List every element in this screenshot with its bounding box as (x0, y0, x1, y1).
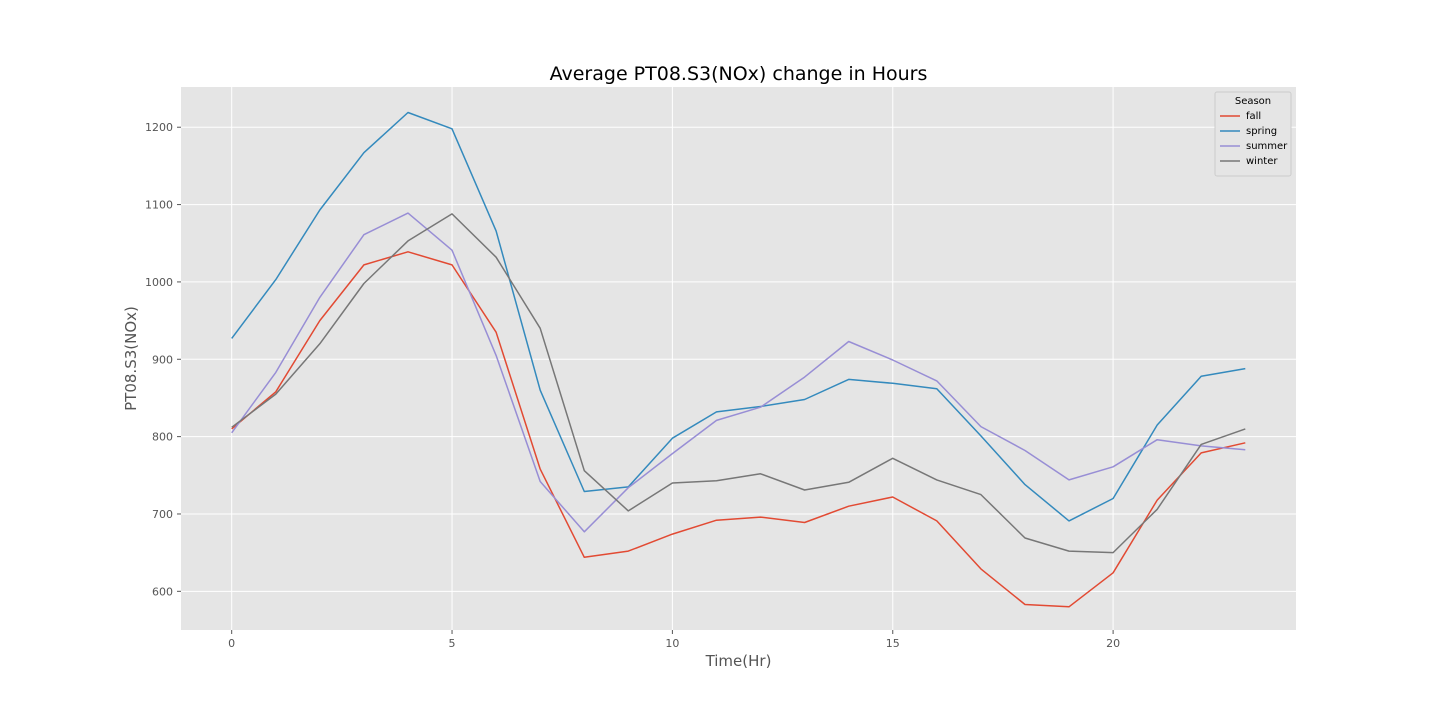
y-tick-label: 1000 (145, 276, 173, 289)
legend-title: Season (1235, 96, 1271, 107)
legend-label-fall: fall (1246, 111, 1261, 122)
series-line-winter (231, 213, 1246, 554)
x-tick-label: 20 (1106, 637, 1120, 650)
legend-label-summer: summer (1246, 141, 1288, 152)
series-line-summer (231, 212, 1246, 533)
y-tick-label: 600 (152, 585, 173, 598)
y-tick-label: 1100 (145, 199, 173, 212)
series-line-fall (231, 251, 1246, 608)
x-tick-label: 10 (665, 637, 679, 650)
series-line-spring (231, 111, 1246, 522)
x-axis-label: Time(Hr) (705, 652, 772, 670)
y-axis-label: PT08.S3(NOx) (122, 306, 140, 411)
y-tick-label: 700 (152, 508, 173, 521)
x-tick-label: 0 (228, 637, 235, 650)
y-tick-label: 900 (152, 353, 173, 366)
legend-items: fall spring summer winter (1220, 111, 1288, 167)
series-lines (231, 111, 1246, 608)
plot-area (181, 87, 1296, 630)
legend: Season fall spring summer winter (1214, 91, 1292, 177)
y-tick-label: 1200 (145, 121, 173, 134)
x-tick-label: 5 (449, 637, 456, 650)
x-tick-label: 15 (886, 637, 900, 650)
legend-label-spring: spring (1246, 126, 1277, 137)
legend-box (1214, 91, 1292, 177)
y-axis-ticks: 600 700 800 900 1000 1100 1200 (145, 121, 181, 598)
y-tick-label: 800 (152, 431, 173, 444)
x-axis-ticks: 0 5 10 15 20 (228, 630, 1120, 650)
grid-lines (181, 87, 1296, 630)
chart-title: Average PT08.S3(NOx) change in Hours (550, 63, 928, 85)
legend-label-winter: winter (1246, 156, 1278, 167)
